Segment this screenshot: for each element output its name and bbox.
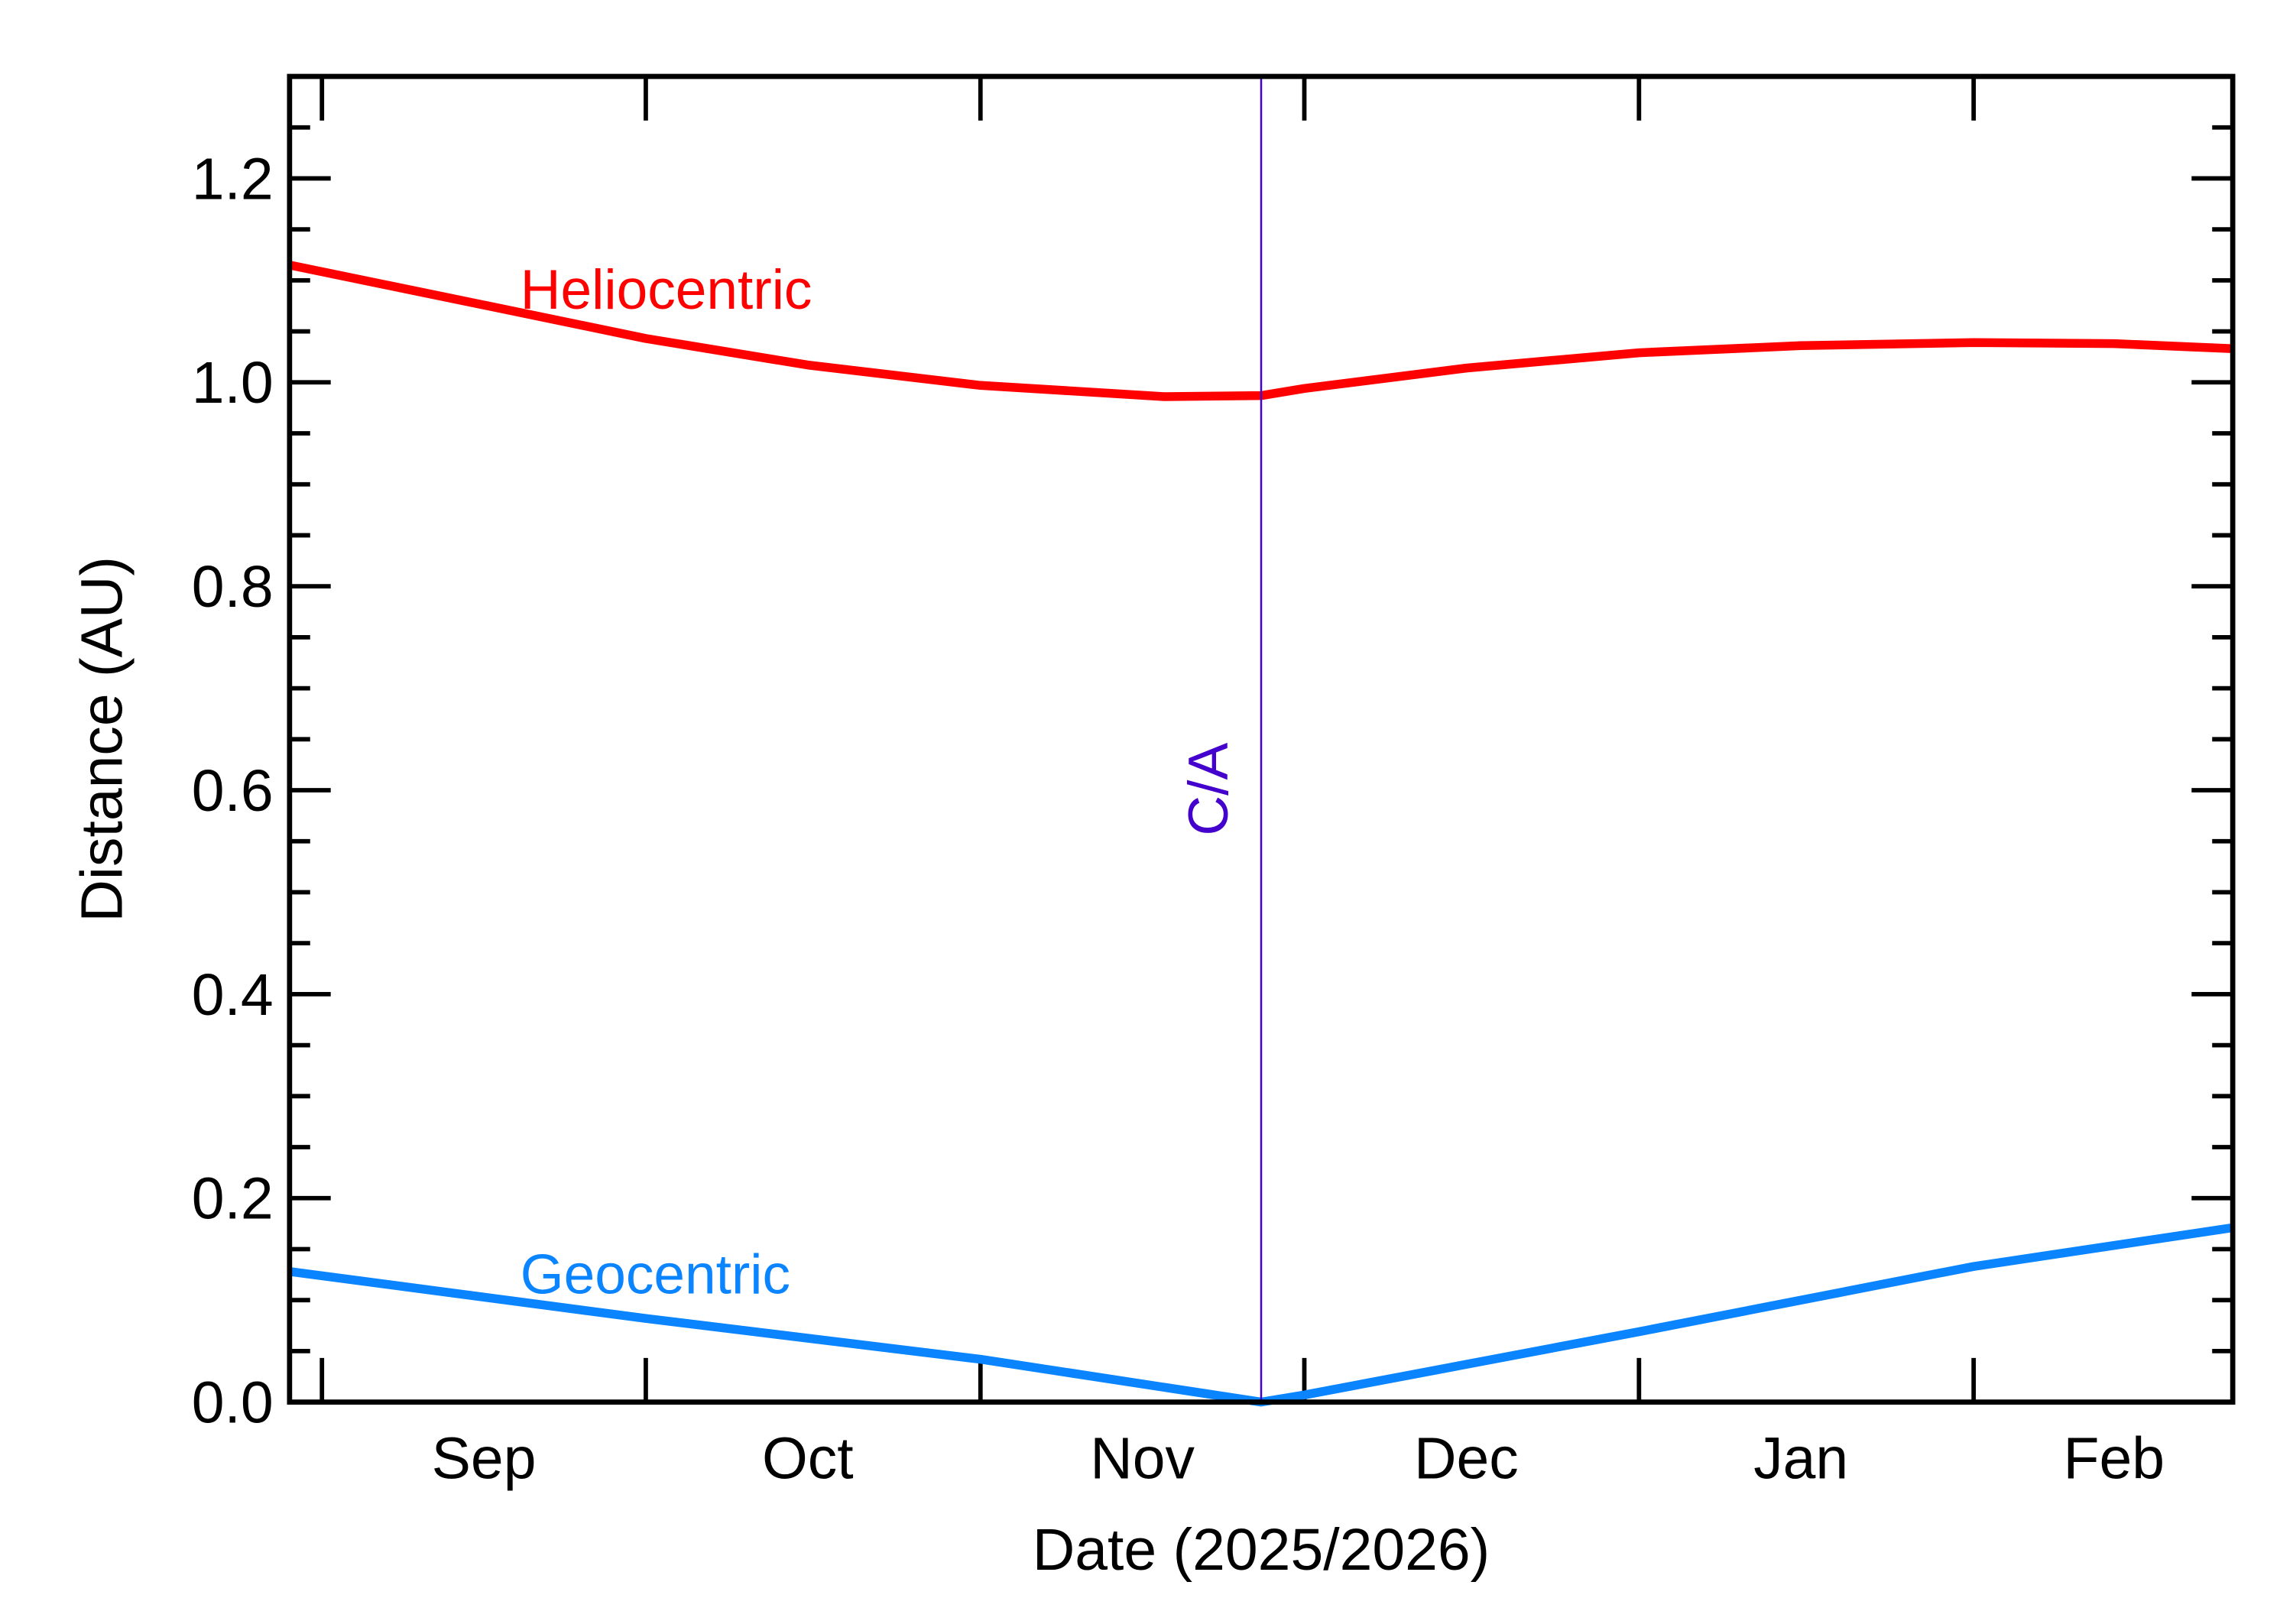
- plot-frame: [287, 73, 2236, 1405]
- x-tick-label: Jan: [1753, 1426, 1848, 1492]
- x-tick-label: Dec: [1414, 1426, 1519, 1492]
- series-label-geocentric: Geocentric: [521, 1243, 790, 1305]
- x-tick-label: Oct: [762, 1426, 854, 1492]
- series-line-heliocentric: [288, 261, 2233, 401]
- y-axis-label: Distance (AU): [70, 556, 135, 922]
- x-tick-labels: Sep Oct Nov Dec Jan Feb: [432, 1426, 2165, 1492]
- x-tick-label: Nov: [1090, 1426, 1195, 1492]
- y-tick-label: 1.0: [192, 350, 274, 416]
- series-lines: [288, 261, 2234, 1407]
- y-tick-label: 0.8: [192, 554, 274, 620]
- y-tick-labels: 0.0 0.2 0.4 0.6 0.8 1.0 1.2: [192, 146, 274, 1435]
- series-label-heliocentric: Heliocentric: [521, 259, 812, 321]
- x-tick-label: Feb: [2064, 1426, 2165, 1492]
- x-axis-label: Date (2025/2026): [1033, 1517, 1490, 1583]
- y-tick-label: 0.6: [192, 758, 274, 824]
- y-tick-label: 1.2: [192, 146, 274, 212]
- y-tick-label: 0.0: [192, 1370, 274, 1436]
- series-labels: Heliocentric Geocentric: [521, 259, 812, 1305]
- x-tick-label: Sep: [432, 1426, 537, 1492]
- closest-approach-label: C/A: [1178, 743, 1240, 836]
- series-line-geocentric: [289, 1223, 2234, 1407]
- y-tick-label: 0.4: [192, 962, 274, 1028]
- y-tick-label: 0.2: [192, 1166, 274, 1232]
